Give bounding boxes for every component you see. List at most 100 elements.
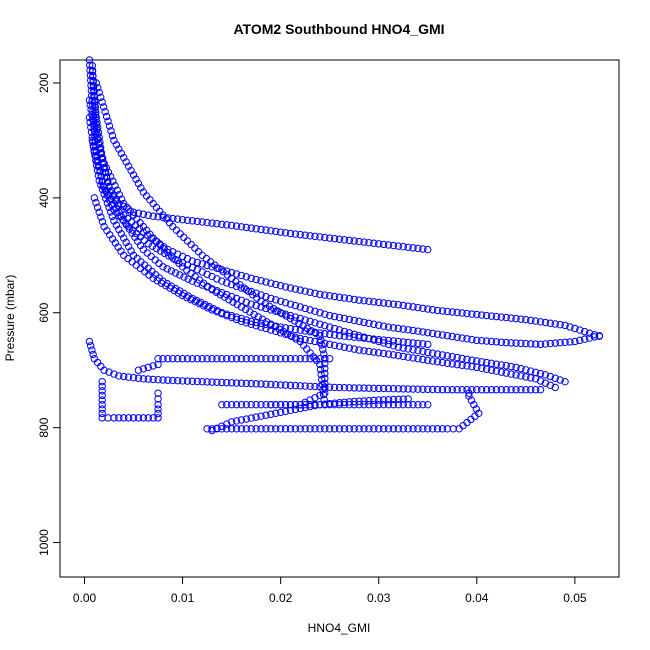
data-point bbox=[311, 307, 319, 316]
data-point bbox=[517, 372, 525, 380]
data-point bbox=[531, 368, 540, 377]
data-point bbox=[159, 277, 167, 285]
data-point bbox=[585, 329, 594, 337]
data-point bbox=[102, 173, 111, 182]
data-point bbox=[360, 238, 368, 246]
data-point bbox=[154, 375, 162, 384]
data-point bbox=[443, 332, 452, 340]
data-point bbox=[171, 284, 180, 293]
data-point bbox=[428, 349, 437, 357]
data-point bbox=[232, 315, 241, 324]
data-point bbox=[546, 372, 555, 381]
y-axis: 200 400 600 800 1000 bbox=[37, 73, 60, 556]
data-point bbox=[463, 335, 471, 343]
data-point bbox=[355, 296, 363, 304]
data-point bbox=[286, 314, 295, 323]
data-point bbox=[463, 355, 471, 363]
data-point bbox=[89, 112, 97, 120]
data-point bbox=[301, 231, 309, 239]
data-point bbox=[134, 414, 143, 422]
data-point bbox=[492, 367, 501, 375]
data-point bbox=[242, 319, 251, 327]
data-point bbox=[522, 339, 530, 348]
data-point bbox=[330, 312, 339, 321]
data-point bbox=[281, 355, 290, 363]
data-point bbox=[232, 313, 241, 321]
data-point bbox=[316, 290, 324, 299]
data-point bbox=[229, 298, 237, 306]
data-point bbox=[288, 332, 296, 341]
data-point bbox=[389, 241, 398, 250]
data-point bbox=[262, 318, 271, 326]
data-point bbox=[379, 299, 388, 307]
data-point bbox=[227, 418, 236, 426]
data-point bbox=[551, 339, 559, 347]
data-point bbox=[365, 319, 373, 327]
data-point bbox=[159, 263, 167, 271]
data-point bbox=[433, 330, 442, 338]
data-point bbox=[316, 320, 324, 328]
data-point bbox=[98, 387, 106, 395]
data-point bbox=[512, 314, 520, 323]
data-point bbox=[101, 108, 109, 116]
data-point bbox=[419, 304, 427, 313]
data-point bbox=[178, 215, 187, 224]
data-point bbox=[355, 397, 363, 405]
data-point bbox=[272, 409, 280, 417]
data-point bbox=[247, 425, 255, 433]
data-point bbox=[272, 296, 280, 304]
data-point bbox=[283, 330, 292, 338]
data-point bbox=[98, 396, 106, 404]
data-point bbox=[272, 280, 280, 289]
data-point bbox=[112, 204, 121, 212]
data-point bbox=[316, 360, 324, 369]
data-point bbox=[316, 309, 324, 317]
data-point bbox=[375, 349, 383, 357]
data-point bbox=[497, 313, 506, 321]
data-point bbox=[134, 179, 143, 188]
data-point bbox=[127, 166, 135, 175]
data-point bbox=[188, 217, 197, 225]
data-point bbox=[232, 417, 241, 425]
data-point bbox=[159, 355, 167, 363]
data-point bbox=[384, 336, 393, 345]
data-point bbox=[279, 327, 288, 336]
data-point bbox=[98, 98, 106, 106]
data-point bbox=[124, 414, 133, 422]
data-point bbox=[340, 343, 349, 351]
data-point bbox=[194, 248, 203, 256]
data-point bbox=[497, 361, 506, 369]
data-point bbox=[522, 366, 530, 374]
data-point bbox=[129, 414, 138, 422]
chart-title: ATOM2 Southbound HNO4_GMI bbox=[233, 21, 444, 37]
data-point bbox=[306, 425, 314, 433]
data-point bbox=[99, 177, 107, 186]
data-point bbox=[281, 283, 290, 291]
data-point bbox=[424, 400, 432, 409]
data-point bbox=[478, 358, 486, 366]
data-point bbox=[409, 326, 417, 335]
data-point bbox=[321, 321, 329, 330]
data-point bbox=[571, 324, 579, 333]
x-tick-label: 0.03 bbox=[367, 591, 391, 605]
data-point bbox=[250, 310, 258, 319]
data-point bbox=[536, 377, 545, 385]
data-point bbox=[218, 277, 226, 285]
data-point bbox=[267, 425, 275, 433]
data-point bbox=[149, 212, 157, 220]
data-point bbox=[355, 317, 363, 326]
data-point bbox=[247, 317, 255, 326]
data-point bbox=[360, 296, 368, 305]
data-point bbox=[247, 414, 255, 422]
data-point bbox=[320, 350, 328, 358]
data-point bbox=[424, 356, 432, 364]
data-point bbox=[318, 341, 326, 349]
data-point bbox=[267, 380, 275, 389]
data-point bbox=[404, 425, 412, 433]
data-point bbox=[95, 176, 103, 185]
data-point bbox=[531, 340, 540, 348]
data-point bbox=[453, 360, 461, 369]
data-point bbox=[340, 398, 349, 406]
data-point bbox=[571, 337, 579, 346]
data-point bbox=[350, 333, 358, 341]
